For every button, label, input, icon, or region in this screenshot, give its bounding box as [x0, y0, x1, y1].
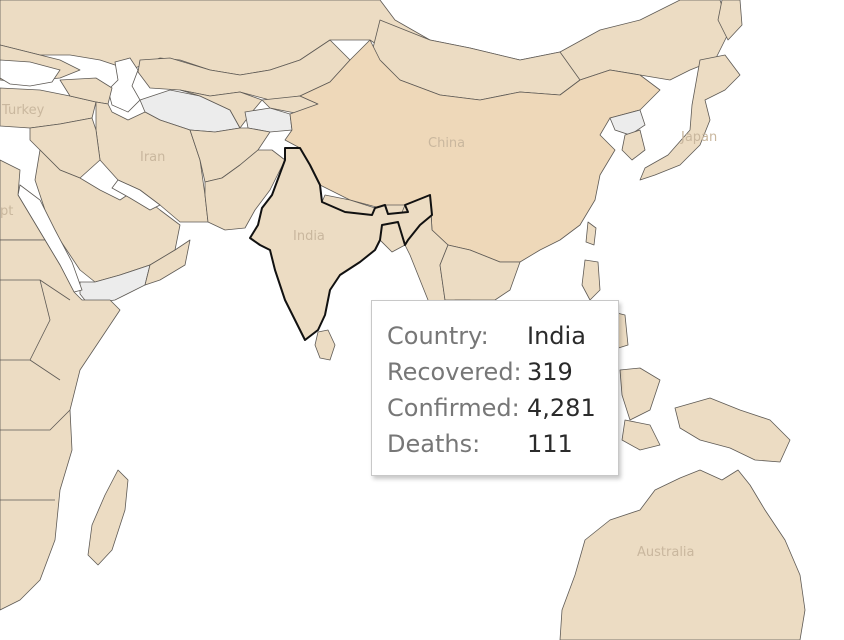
- tooltip-value: 319: [527, 358, 573, 386]
- caspian-sea: [107, 57, 141, 113]
- persian-gulf: [111, 179, 161, 211]
- tooltip-value: 4,281: [527, 394, 596, 422]
- country-madagascar[interactable]: [87, 469, 129, 566]
- label-australia: Australia: [637, 545, 695, 560]
- country-taiwan[interactable]: [585, 221, 597, 246]
- country-indonesia[interactable]: [619, 367, 661, 421]
- tooltip-key: Confirmed:: [387, 394, 520, 422]
- black-sea: [0, 59, 61, 87]
- label-india: India: [293, 229, 325, 244]
- country-india-selected[interactable]: [249, 147, 433, 341]
- label-iran: Iran: [140, 150, 166, 165]
- country-pakistan[interactable]: [204, 149, 286, 231]
- island-sulawesi[interactable]: [621, 419, 661, 451]
- country-sri-lanka[interactable]: [314, 329, 336, 361]
- africa-borders: [0, 279, 71, 501]
- country-papua-new-guinea[interactable]: [674, 397, 791, 463]
- tooltip-value: 111: [527, 430, 573, 458]
- country-south-korea[interactable]: [621, 129, 646, 161]
- country-japan[interactable]: [639, 54, 741, 181]
- label-japan: Japan: [681, 130, 718, 145]
- country-oman[interactable]: [144, 239, 191, 286]
- country-iraq[interactable]: [29, 117, 101, 179]
- tooltip-key: Deaths:: [387, 430, 481, 458]
- country-north-korea[interactable]: [609, 109, 646, 136]
- country-egypt[interactable]: [0, 159, 46, 241]
- country-tooltip: Country: India Recovered: 319 Confirmed:…: [371, 300, 619, 476]
- label-egypt: pt: [0, 204, 14, 219]
- country-philippines[interactable]: [581, 259, 601, 301]
- island-sakhalin[interactable]: [717, 0, 743, 41]
- label-china: China: [428, 136, 466, 151]
- country-australia[interactable]: [559, 469, 806, 640]
- label-turkey: Turkey: [2, 103, 45, 118]
- tooltip-key: Recovered:: [387, 358, 522, 386]
- tooltip-value: India: [527, 322, 586, 350]
- tooltip-key: Country:: [387, 322, 489, 350]
- country-east-africa[interactable]: [0, 239, 121, 611]
